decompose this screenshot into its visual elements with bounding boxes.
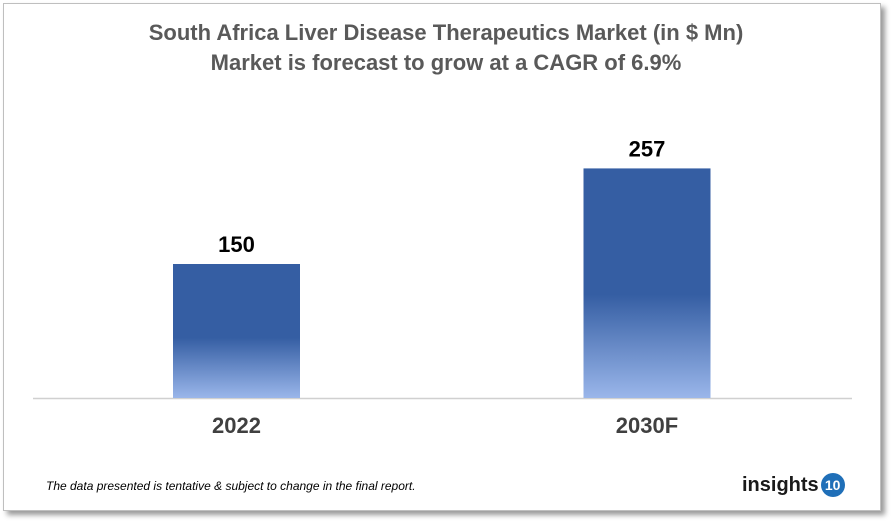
- chart-title: South Africa Liver Disease Therapeutics …: [148, 20, 744, 45]
- bar-2022: [173, 264, 300, 398]
- chart-subtitle: Market is forecast to grow at a CAGR of …: [210, 50, 682, 75]
- footnote: The data presented is tentative & subjec…: [46, 479, 416, 493]
- x-tick-label: 2022: [212, 413, 261, 438]
- logo-badge: 10: [820, 473, 845, 497]
- bar-2030F: [583, 168, 711, 398]
- logo-text: insights: [742, 473, 819, 496]
- chart-card: [3, 3, 881, 511]
- insights10-logo: insights 10: [742, 473, 845, 497]
- data-label: 257: [629, 136, 666, 161]
- data-label: 150: [218, 232, 255, 257]
- x-tick-label: 2030F: [616, 413, 678, 438]
